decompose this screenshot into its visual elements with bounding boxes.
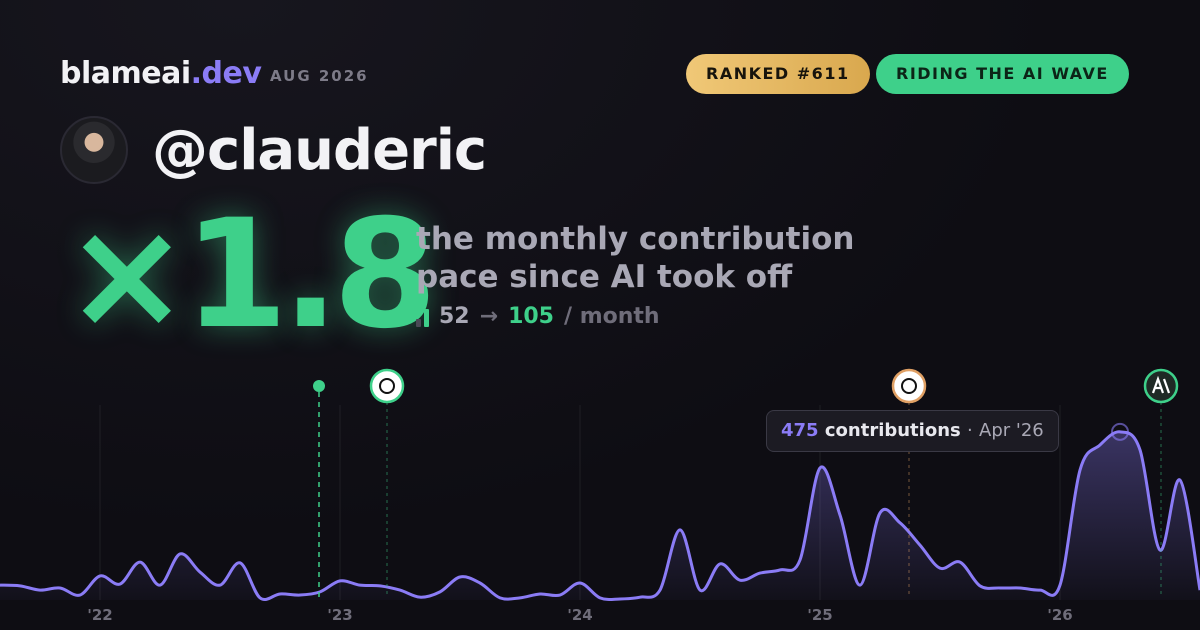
tooltip-value: 475 — [781, 420, 819, 441]
pace-after: 105 — [508, 304, 554, 329]
area — [0, 431, 1200, 600]
x-tick-label: '26 — [1047, 606, 1072, 624]
brand-name: blameai — [60, 56, 191, 91]
brand-tld: .dev — [190, 56, 262, 91]
rank-badge: RANKED #611 — [686, 54, 870, 94]
tooltip-separator: · — [967, 420, 973, 441]
event-logo — [379, 378, 395, 394]
status-badge: RIDING THE AI WAVE — [876, 54, 1129, 94]
pace-arrow: → — [479, 304, 499, 329]
event-logo — [1151, 375, 1171, 394]
event-icon — [891, 368, 927, 404]
description-line: pace since AI took off — [416, 259, 793, 295]
pace: 52 → 105 / month — [416, 304, 660, 329]
tooltip: 475 contributions · Apr '26 — [766, 410, 1059, 452]
line — [0, 430, 1200, 602]
x-tick-label: '22 — [87, 606, 112, 624]
pace-before: 52 — [439, 304, 470, 329]
ai-takeoff-dot — [313, 380, 325, 392]
x-tick-label: '25 — [807, 606, 832, 624]
handle: @clauderic — [152, 118, 487, 183]
event-logo — [901, 378, 917, 394]
pace-unit: / month — [564, 304, 660, 329]
avatar — [60, 116, 128, 184]
date: AUG 2026 — [270, 67, 369, 85]
multiplier: ×1.8 — [64, 188, 437, 362]
x-tick-label: '23 — [327, 606, 352, 624]
description: the monthly contribution pace since AI t… — [416, 220, 854, 296]
events — [313, 368, 1179, 598]
event-icon — [369, 368, 405, 404]
description-line: the monthly contribution — [416, 221, 855, 257]
tooltip-unit: contributions — [824, 420, 961, 441]
tooltip-date: Apr '26 — [979, 420, 1044, 441]
brand[interactable]: blameai.dev — [60, 56, 262, 91]
pace-icon — [416, 307, 429, 327]
hover-point — [1111, 422, 1129, 441]
x-tick-label: '24 — [567, 606, 592, 624]
